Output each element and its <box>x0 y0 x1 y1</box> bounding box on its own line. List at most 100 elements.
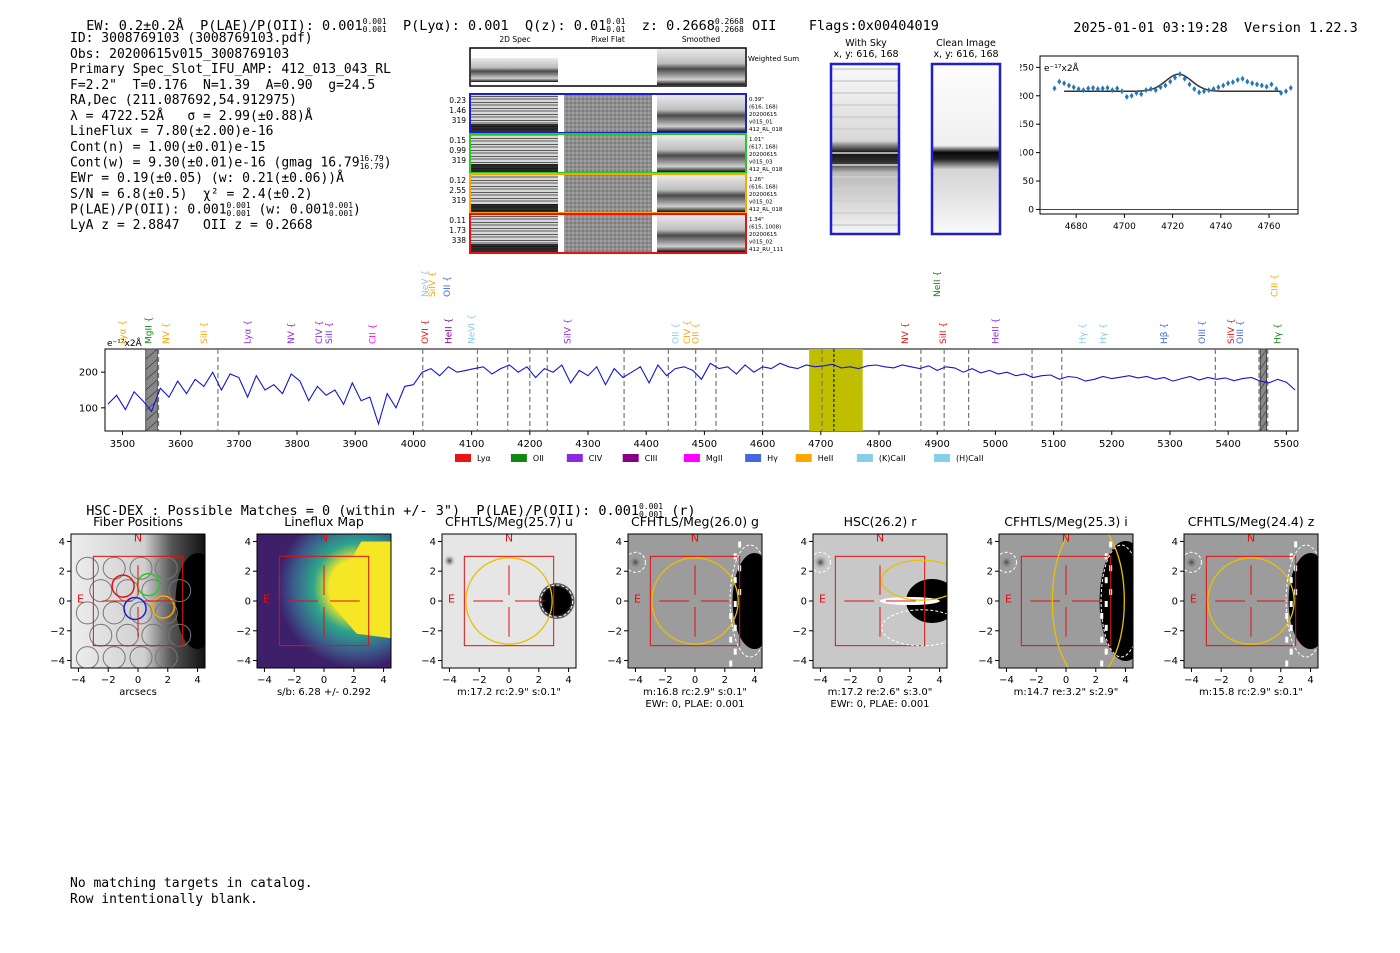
weighted-sum-row: Weighted Sum <box>469 47 799 87</box>
cutout-caption: m:15.8 rc:2.9" s:0.1" <box>1199 687 1303 698</box>
legend-label: MgII <box>706 454 723 463</box>
cutout-xtick-label: −4 <box>999 675 1014 686</box>
weighted-sum-label: Weighted Sum <box>748 55 799 63</box>
cutout-xtick-label: 0 <box>135 675 141 686</box>
cutout-xtick-label: −2 <box>1214 675 1229 686</box>
cutout-xtick-label: 4 <box>751 675 757 686</box>
fiber-circle <box>75 646 99 668</box>
cutout-caption: m:17.2 re:2.6" s:3.0" <box>828 687 933 698</box>
cutout-caption-2: EWr: 0, PLAE: 0.001 <box>645 699 744 710</box>
cutout-ytick-label: −2 <box>978 626 993 637</box>
spec2d-row-meta: (616, 168) <box>749 185 778 191</box>
cutout-overlay <box>1184 544 1318 658</box>
spectrum-xtick-label: 5500 <box>1274 439 1299 450</box>
zoom-data-point <box>1288 84 1293 91</box>
zoom-data-point <box>1274 85 1279 92</box>
cutout-xtick-label: −2 <box>287 675 302 686</box>
header-version: Version 1.22.3 <box>1243 20 1358 36</box>
zoom-data-point <box>1245 78 1250 85</box>
info-slot: Primary Spec_Slot_IFU_AMP: 412_013_043_R… <box>70 62 391 77</box>
spectrum-line-label: CIII { <box>1271 274 1281 297</box>
spectrum-ytick-label: 100 <box>79 403 98 414</box>
zoom-data-point <box>1201 88 1206 95</box>
cutout-xtick-label: 2 <box>536 675 542 686</box>
fiber-circle-blue <box>123 596 147 621</box>
spec2d-row-meta: 412_RU_111 <box>749 247 783 253</box>
info-id: ID: 3008769103 (3008769103.pdf) <box>70 31 313 46</box>
cutout-ytick-label: 0 <box>1172 597 1178 608</box>
spectrum-line-label: NeV { <box>421 270 431 297</box>
spectrum-line-label: OIII { <box>1198 320 1208 344</box>
spec2d-panel: 2D Spec Pixel Flat Smoothed Weighted Sum… <box>449 35 799 254</box>
spectrum-mask-hatch <box>1259 420 1267 432</box>
cutout-overlay <box>999 534 1133 668</box>
zoom-chart: 0 50 100 150 200 250 4680 4700 4720 4740 4760 e⁻¹⁷x… <box>1020 55 1299 232</box>
legend-label: Lyα <box>477 454 491 463</box>
spec2d-row-meta: (615, 1008) <box>749 225 781 231</box>
cutout-xtick-label: 0 <box>692 675 698 686</box>
aperture-circle <box>1207 557 1295 645</box>
cutout-ytick-label: −2 <box>50 626 65 637</box>
zoom-data-point <box>1259 82 1264 89</box>
zoom-xtick-label: 4760 <box>1258 222 1281 232</box>
cutout-ytick-label: −2 <box>421 626 436 637</box>
zoom-data-point <box>1139 91 1144 98</box>
aperture-box <box>92 555 184 647</box>
cutout-xtick-label: −2 <box>472 675 487 686</box>
fiber-circle <box>116 623 140 647</box>
catalog-ellipse <box>813 551 831 573</box>
aperture-ellipse <box>1051 534 1125 668</box>
cutout-ytick-label: 0 <box>59 597 65 608</box>
north-label: N <box>876 531 884 544</box>
fiber-circle <box>75 601 99 625</box>
fiber-circle-green <box>136 572 161 597</box>
legend-label: CIII <box>645 454 658 463</box>
cutout-xtick-label: −4 <box>1184 675 1199 686</box>
zoom-xtick-label: 4700 <box>1113 222 1136 232</box>
cutout-xtick-label: −2 <box>1029 675 1044 686</box>
catalog-ellipse <box>1184 551 1202 573</box>
zoom-ytick-label: 0 <box>1028 205 1034 215</box>
header-qz-frac: 0.01 0.01 <box>606 17 626 34</box>
cutout-caption: m:17.2 rc:2.9" s:0.1" <box>457 687 561 698</box>
cutout-panel-u: CFHTLS/Meg(25.7) u N E −4 −4 −2 −2 0 0 2 2 4 4 m:17.2… <box>421 514 577 698</box>
spectrum-line-label: Hγ { <box>1099 323 1109 344</box>
info-obs: Obs: 20200615v015_3008769103 <box>70 46 290 62</box>
spectrum-series-line <box>107 362 1296 426</box>
spectrum-mask-hatch <box>145 420 158 432</box>
fiber-circle <box>154 556 178 580</box>
cutout-ytick-label: −2 <box>1163 626 1178 637</box>
cutout-ytick-label: 2 <box>987 567 993 578</box>
full-spectrum: 100 200 3500 3600 3700 3800 3900 4000 4100 4200 43… <box>79 270 1299 463</box>
legend-swatch <box>745 454 762 462</box>
zoom-data-point <box>1235 76 1240 83</box>
spec2d-row-meta: (616, 168) <box>749 105 778 111</box>
spec2d-row-stat: 319 <box>452 196 467 205</box>
spectrum-mask-hatch <box>1259 410 1267 421</box>
spectrum-mask-hatch <box>1259 400 1267 411</box>
cutout-overlay <box>75 555 192 668</box>
hscdex-summary: HSC-DEX : Possible Matches = 0 (within +… <box>86 503 461 519</box>
zoom-data-point <box>1158 84 1163 91</box>
north-label: N <box>1247 531 1255 544</box>
spec2d-row-meta: v015_01 <box>749 120 773 126</box>
spectrum-xtick-label: 5100 <box>1041 439 1066 450</box>
zoom-data-point <box>1187 81 1192 88</box>
zoom-data-point <box>1119 88 1124 95</box>
cutout-xtick-label: −4 <box>257 675 272 686</box>
fiber-circle <box>168 623 192 647</box>
spectrum-line-label: NeVI { <box>468 314 478 344</box>
zoom-data-point <box>1052 85 1057 92</box>
spectrum-line-label: Hγ { <box>1079 323 1089 344</box>
spectrum-mask-hatch <box>1259 379 1267 391</box>
spectrum-mask-hatch <box>145 359 158 370</box>
fiber-circle <box>168 579 192 603</box>
spectrum-line-label: Hγ { <box>1274 323 1284 344</box>
zoom-data-point <box>1264 83 1269 90</box>
cutout-ytick-label: 2 <box>801 567 807 578</box>
catalog-ellipse <box>729 544 762 658</box>
spec2d-cell-raw-band <box>471 164 558 172</box>
legend-label: HeII <box>818 454 834 463</box>
cutout-ytick-label: 0 <box>616 597 622 608</box>
